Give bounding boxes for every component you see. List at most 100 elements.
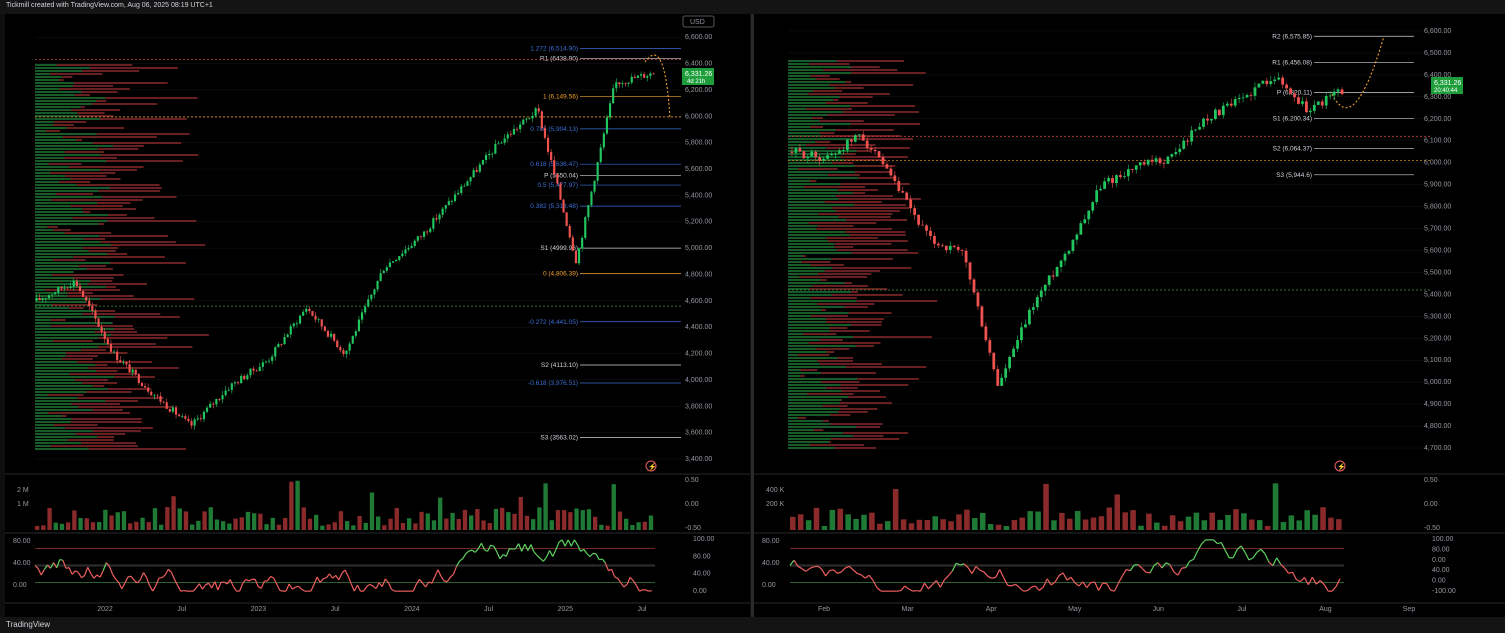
L-profile-bar-down bbox=[112, 322, 113, 324]
L-profile-bar-down bbox=[72, 217, 155, 219]
L-profile-bar-down bbox=[68, 166, 144, 168]
L-profile-bar-down bbox=[110, 187, 162, 189]
L-volume-bar bbox=[568, 512, 573, 530]
currency-button[interactable] bbox=[682, 15, 715, 28]
left-chart-svg[interactable]: 1.272 (6,514.90) R1 (6438.90) 1 (6,149.56)… bbox=[5, 14, 750, 617]
L-rsi-segment bbox=[53, 562, 58, 569]
L-profile-bar-down bbox=[59, 79, 64, 81]
R-y-tick: 5,500.00 bbox=[1424, 269, 1451, 276]
attribution-bar: Tickmill created with TradingView.com, A… bbox=[0, 0, 1505, 14]
L-volume-bar bbox=[121, 511, 127, 530]
R-osc-tick: 0.00 bbox=[1424, 501, 1438, 508]
L-profile-bar-down bbox=[92, 385, 105, 387]
R-volume-bar bbox=[900, 519, 907, 530]
L-candle-body bbox=[236, 382, 240, 384]
R-rsi-segment bbox=[1307, 577, 1313, 586]
L-candle-body bbox=[153, 395, 156, 397]
L-volume-bar bbox=[586, 509, 592, 530]
R-profile-bar-down bbox=[832, 162, 854, 164]
R-candle-body bbox=[1170, 154, 1174, 157]
R-profile-bar-down bbox=[825, 318, 884, 320]
L-rsi-segment bbox=[111, 573, 117, 580]
L-profile-bar-down bbox=[82, 247, 118, 249]
L-candle-body bbox=[271, 356, 274, 361]
R-rsi-segment bbox=[1288, 571, 1293, 574]
L-candle-body bbox=[398, 256, 401, 261]
R-profile-bar-down bbox=[854, 165, 896, 167]
L-profile-bar-up bbox=[35, 109, 72, 111]
R-candle-body bbox=[826, 155, 829, 159]
R-profile-bar-up bbox=[788, 429, 815, 431]
R-rsi-segment bbox=[1276, 557, 1282, 565]
L-profile-bar-up bbox=[35, 430, 93, 432]
L-rsi-segment bbox=[81, 575, 85, 579]
R-profile-bar-down bbox=[822, 405, 848, 407]
R-rsi-segment bbox=[1185, 561, 1191, 568]
R-profile-bar-up bbox=[788, 381, 822, 383]
L-projection-arc bbox=[644, 54, 671, 120]
R-profile-bar-up bbox=[788, 321, 827, 323]
L-level-label: 0.5 (5,477.97) bbox=[538, 182, 578, 189]
R-profile-bar-down bbox=[848, 312, 892, 314]
R-rsi-segment bbox=[1054, 575, 1060, 583]
R-profile-bar-up bbox=[788, 108, 807, 110]
R-rsi-segment bbox=[1019, 587, 1024, 592]
right-alert-icon[interactable] bbox=[1334, 460, 1346, 472]
R-profile-bar-down bbox=[798, 168, 838, 170]
L-rsi-segment bbox=[75, 570, 79, 574]
L-profile-bar-up bbox=[35, 307, 69, 309]
L-profile-bar-down bbox=[106, 253, 128, 255]
right-chart-svg[interactable]: R2 (6,575.85)R1 (6,456.08)P (6,320.11)S1… bbox=[754, 14, 1505, 617]
L-candle-body bbox=[252, 368, 255, 371]
L-volume-bar bbox=[431, 520, 437, 530]
L-rsi-segment bbox=[146, 577, 151, 586]
R-profile-bar-up bbox=[788, 339, 820, 341]
R-profile-bar-down bbox=[811, 315, 848, 317]
R-profile-bar-up bbox=[788, 342, 809, 344]
L-candle-body bbox=[360, 312, 364, 320]
L-volume-bar bbox=[648, 515, 654, 530]
R-candle-body bbox=[897, 181, 901, 192]
L-rsi-segment bbox=[77, 572, 83, 579]
pane-divider[interactable] bbox=[751, 14, 754, 617]
R-profile-bar-up bbox=[788, 270, 825, 272]
L-rsi-segment bbox=[223, 581, 228, 585]
R-profile-bar-up bbox=[788, 63, 810, 65]
R-candle-body bbox=[1008, 356, 1012, 369]
R-profile-bar-up bbox=[788, 123, 851, 125]
R-volume-bar bbox=[1090, 517, 1097, 530]
R-profile-bar-up bbox=[788, 129, 836, 131]
left-alert-icon[interactable] bbox=[645, 460, 657, 472]
R-profile-bar-down bbox=[839, 408, 878, 410]
R-profile-bar-down bbox=[851, 138, 914, 140]
L-volume-bar bbox=[202, 511, 207, 530]
L-rsi-segment bbox=[580, 548, 585, 552]
R-rsi-segment bbox=[991, 576, 996, 579]
R-profile-bar-down bbox=[809, 444, 865, 446]
right-price-value: 6,331.26 bbox=[1434, 80, 1461, 87]
R-x-tick: Aug bbox=[1319, 606, 1332, 613]
L-level-label: P (5550.04) bbox=[544, 173, 578, 180]
L-rsi-segment bbox=[133, 579, 138, 584]
L-profile-bar-down bbox=[94, 331, 138, 333]
R-candle-body bbox=[798, 148, 802, 152]
L-profile-bar-down bbox=[80, 106, 85, 108]
L-candle-body bbox=[463, 185, 466, 187]
L-rsi-segment bbox=[465, 550, 470, 554]
R-profile-bar-up bbox=[788, 66, 852, 68]
R-rsi-segment bbox=[1319, 580, 1325, 586]
L-profile-bar-down bbox=[88, 367, 180, 369]
L-level-label: 1.272 (6,514.90) bbox=[530, 45, 578, 52]
L-rsi-segment bbox=[381, 578, 386, 587]
L-candle-body bbox=[78, 285, 82, 291]
R-volume-bar bbox=[1027, 511, 1033, 530]
R-profile-bar-down bbox=[833, 99, 839, 101]
L-profile-bar-up bbox=[35, 382, 83, 384]
R-rsi-segment bbox=[868, 574, 874, 581]
L-rsi-segment bbox=[617, 578, 622, 584]
L-candle-body bbox=[438, 214, 441, 220]
R-y-tick: 6,100.00 bbox=[1424, 138, 1451, 145]
L-profile-bar-up bbox=[35, 244, 112, 246]
right-chart-pane[interactable]: R2 (6,575.85) R1 (6,456.08) P (6,320.11) S1… bbox=[754, 14, 1505, 617]
left-chart-pane[interactable]: 1.272 (6,514.90) R1 (6438.90) 1 (6,149.56)… bbox=[5, 14, 750, 617]
